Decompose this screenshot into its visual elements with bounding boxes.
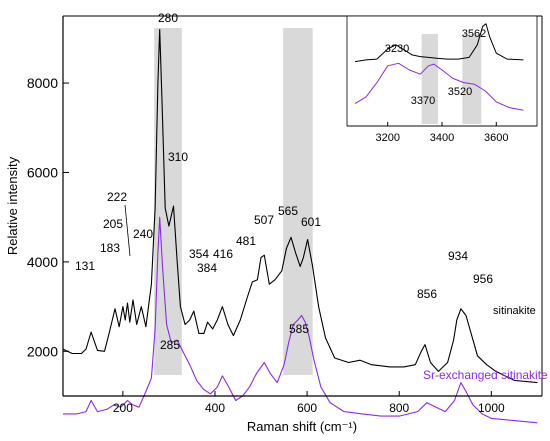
y-tick-label: 6000 <box>27 164 58 180</box>
inset-peak-labels: 3230 3562 3370 3520 <box>385 28 486 107</box>
peak-label-leader <box>124 204 131 257</box>
inset-highlight-band <box>462 34 482 124</box>
x-axis-ticks: 200 400 600 800 1000 <box>113 391 505 415</box>
inset-x-tick-label: 3200 <box>375 132 399 144</box>
peak-label: 416 <box>213 247 233 261</box>
y-axis-ticks: 2000 4000 6000 8000 <box>27 75 69 359</box>
peak-label: 240 <box>133 227 153 241</box>
peak-labels-sr-exchanged: 285 585 <box>160 322 309 352</box>
peak-label: 956 <box>473 272 493 286</box>
inset-series-line <box>354 62 524 111</box>
y-tick-label: 8000 <box>27 75 58 91</box>
peak-label: 310 <box>168 150 188 164</box>
peak-label: 601 <box>301 215 321 229</box>
inset-x-tick-label: 3600 <box>484 132 508 144</box>
curve-label-sr-exchanged: Sr-exchanged sitinakite <box>423 368 548 382</box>
peak-label: 384 <box>197 261 217 275</box>
series-line <box>62 28 538 384</box>
x-tick-label: 600 <box>297 401 317 415</box>
inset-series-line <box>355 23 524 63</box>
peak-label: 3520 <box>448 86 472 98</box>
highlight-bands <box>154 28 313 375</box>
inset-x-tick-label: 3400 <box>430 132 454 144</box>
peak-label: 3370 <box>411 95 435 107</box>
inset-spectra <box>354 23 524 111</box>
peak-label: 856 <box>417 287 437 301</box>
inset-frame <box>346 15 538 127</box>
peak-label: 481 <box>236 234 256 248</box>
inset-highlight-bands <box>421 34 482 124</box>
y-tick-label: 2000 <box>27 343 58 359</box>
peak-labels-sitinakite: 131 183 205 222 240 280 310 354 384 416 … <box>75 11 493 301</box>
peak-label: 507 <box>254 213 274 227</box>
peak-label: 183 <box>100 241 120 255</box>
x-axis-title: Raman shift (cm⁻¹) <box>247 419 357 434</box>
inset-highlight-band <box>421 34 438 124</box>
peak-label: 3230 <box>385 43 409 55</box>
peak-label: 585 <box>289 322 309 336</box>
inset-x-axis-ticks: 3200 3400 3600 <box>375 122 509 144</box>
x-tick-label: 400 <box>205 401 225 415</box>
curve-label-sitinakite: sitinakite <box>493 305 536 317</box>
y-axis-title: Relative intensity <box>5 156 20 255</box>
series-line <box>63 216 538 424</box>
highlight-band <box>283 28 313 375</box>
peak-label: 565 <box>278 204 298 218</box>
peak-label: 354 <box>189 247 209 261</box>
peak-label: 280 <box>158 11 178 25</box>
x-tick-label: 1000 <box>478 401 505 415</box>
inset-chart: 3200 3400 3600 3230 3562 3370 3520 <box>346 15 538 144</box>
main-spectra <box>62 28 538 424</box>
peak-label: 205 <box>103 217 123 231</box>
x-tick-label: 200 <box>113 401 133 415</box>
peak-label: 222 <box>107 190 127 204</box>
peak-label: 3562 <box>462 28 486 40</box>
x-tick-label: 800 <box>389 401 409 415</box>
peak-label: 934 <box>448 249 468 263</box>
y-tick-label: 4000 <box>27 254 58 270</box>
highlight-band <box>154 28 182 375</box>
peak-label: 131 <box>75 259 95 273</box>
peak-label: 285 <box>160 338 180 352</box>
